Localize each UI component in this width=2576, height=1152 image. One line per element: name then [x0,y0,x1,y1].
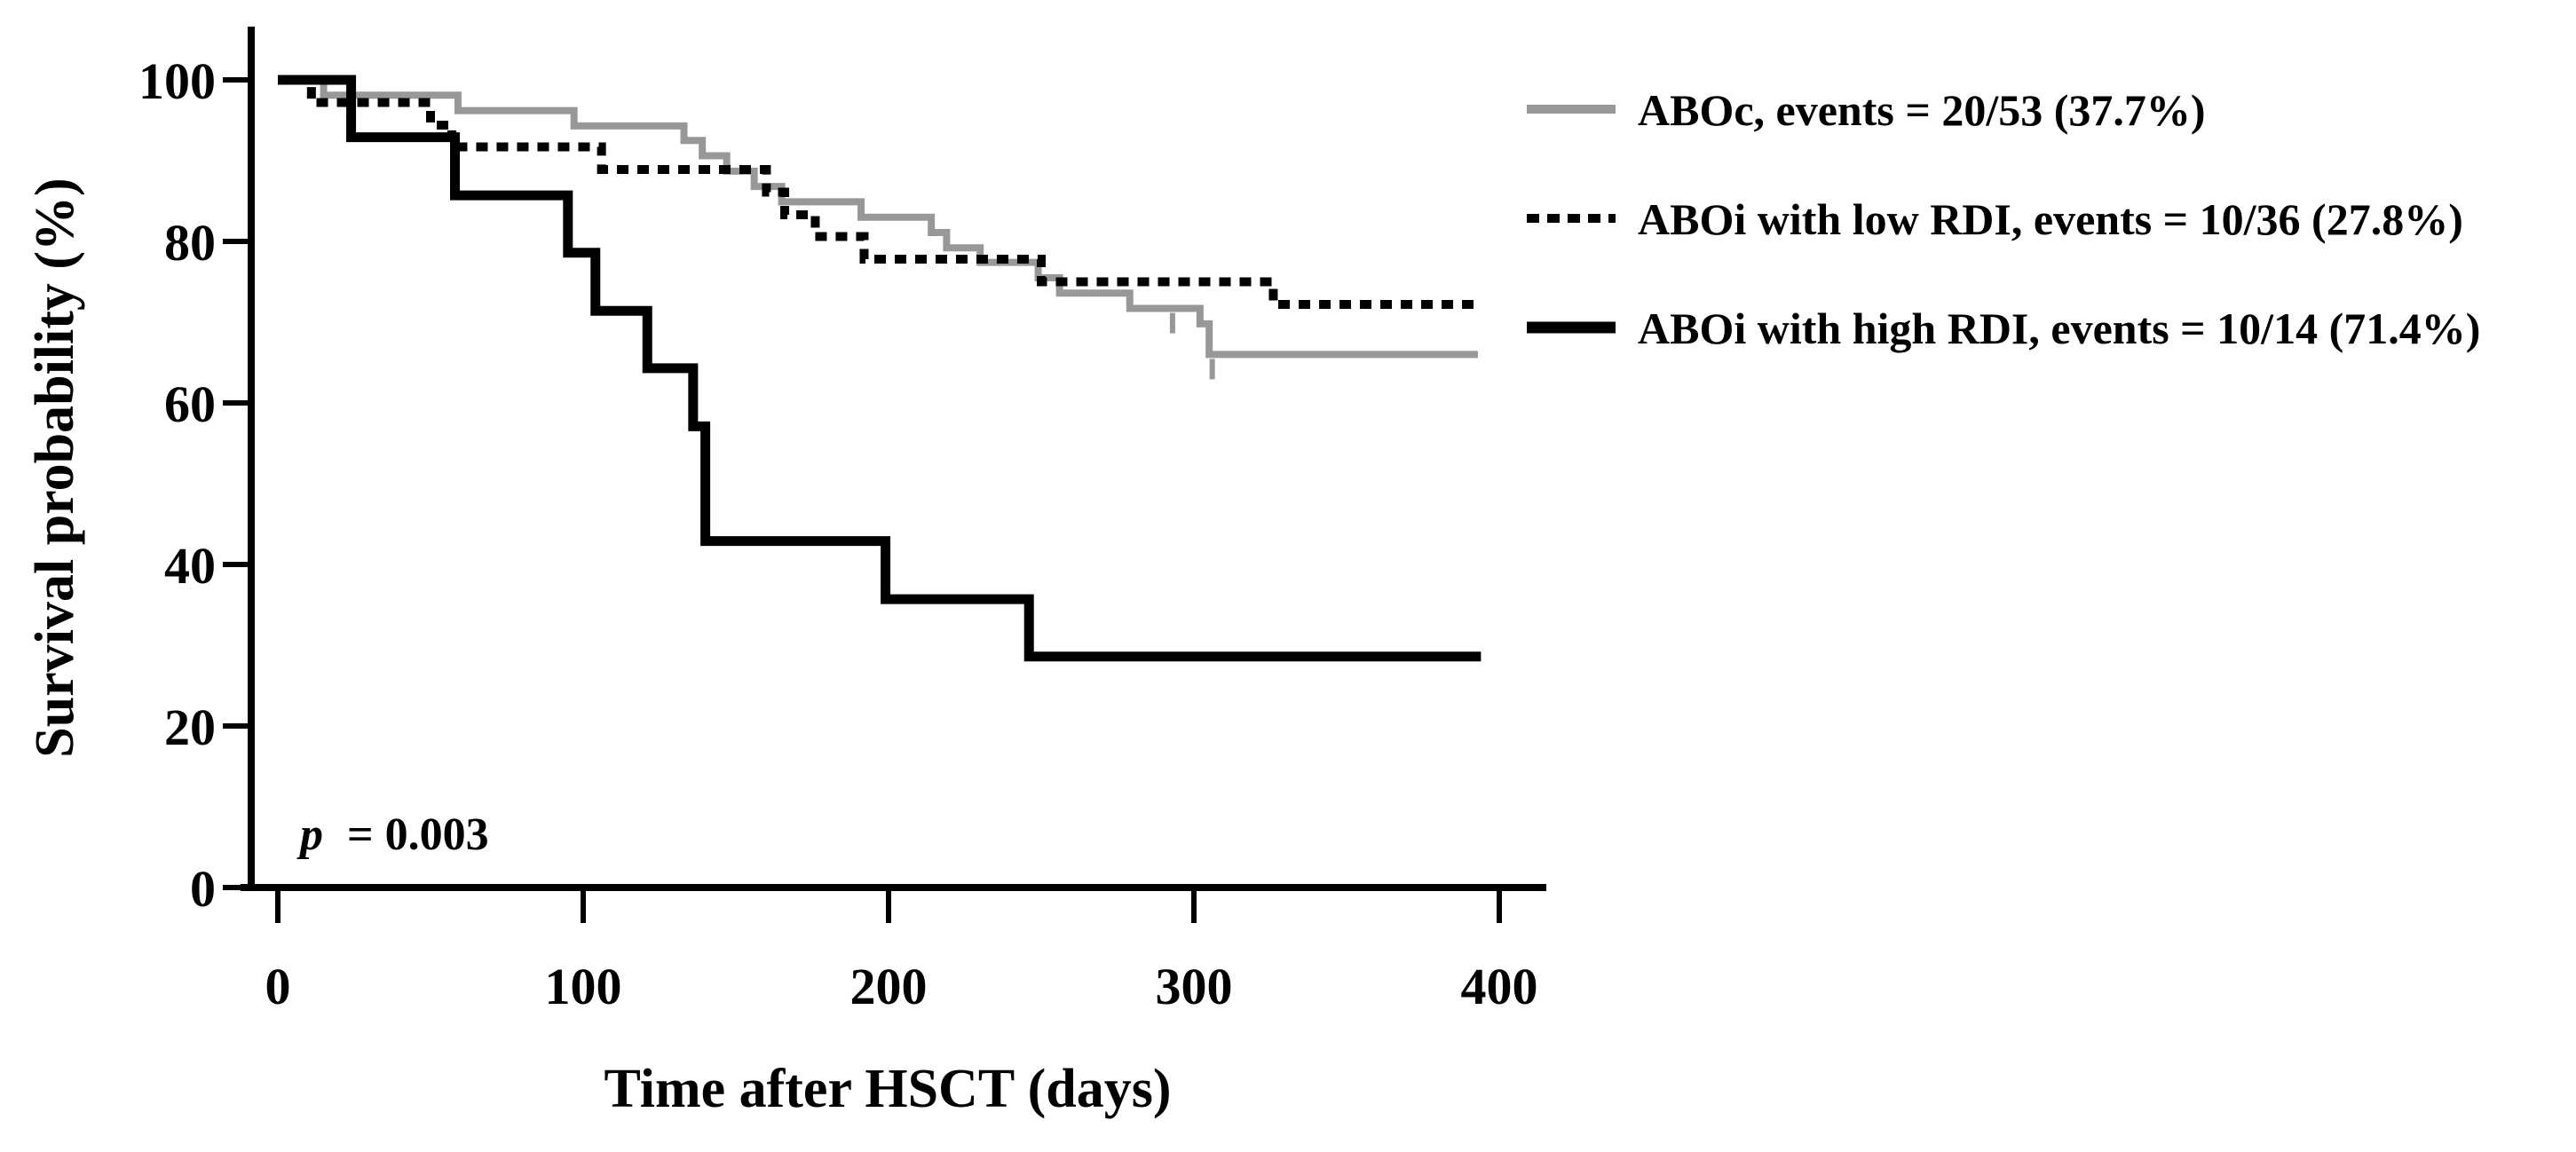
y-tick-label-60: 60 [164,375,216,433]
x-tick-marks [275,891,1502,923]
curves [278,75,1482,662]
curve-aboi-high-rdi [278,75,1482,662]
p-value-annotation: p = 0.003 [296,809,489,860]
y-tick-label-40: 40 [164,537,216,595]
y-axis-title: Survival probability (%) [25,178,85,757]
legend: ABOc, events = 20/53 (37.7%) ABOi with l… [1527,85,2480,353]
legend-label-aboi-low-rdi: ABOi with low RDI, events = 10/36 (27.8%… [1638,194,2463,244]
x-tick-label-200: 200 [850,958,928,1015]
x-tick-labels: 0 100 200 300 400 [265,958,1538,1015]
y-tick-label-0: 0 [190,860,216,918]
y-tick-label-100: 100 [138,52,216,110]
x-tick-label-100: 100 [545,958,622,1015]
axes [223,27,1546,923]
x-tick-label-400: 400 [1461,958,1538,1015]
x-tick-label-0: 0 [265,958,291,1015]
y-tick-label-80: 80 [164,214,216,272]
x-axis-title: Time after HSCT (days) [604,1059,1172,1119]
y-tick-labels: 100 80 60 40 20 0 [138,52,216,918]
legend-label-aboc: ABOc, events = 20/53 (37.7%) [1638,85,2206,135]
y-tick-label-20: 20 [164,698,216,756]
curve-aboi-low-rdi [278,75,1478,309]
y-tick-marks [223,77,251,890]
curve-aboc [278,76,1478,359]
p-value-rest: = 0.003 [347,809,489,860]
censor-marks [1169,312,1215,380]
x-tick-label-300: 300 [1156,958,1233,1015]
legend-label-aboi-high-rdi: ABOi with high RDI, events = 10/14 (71.4… [1638,304,2480,353]
p-value-symbol: p [296,809,323,860]
